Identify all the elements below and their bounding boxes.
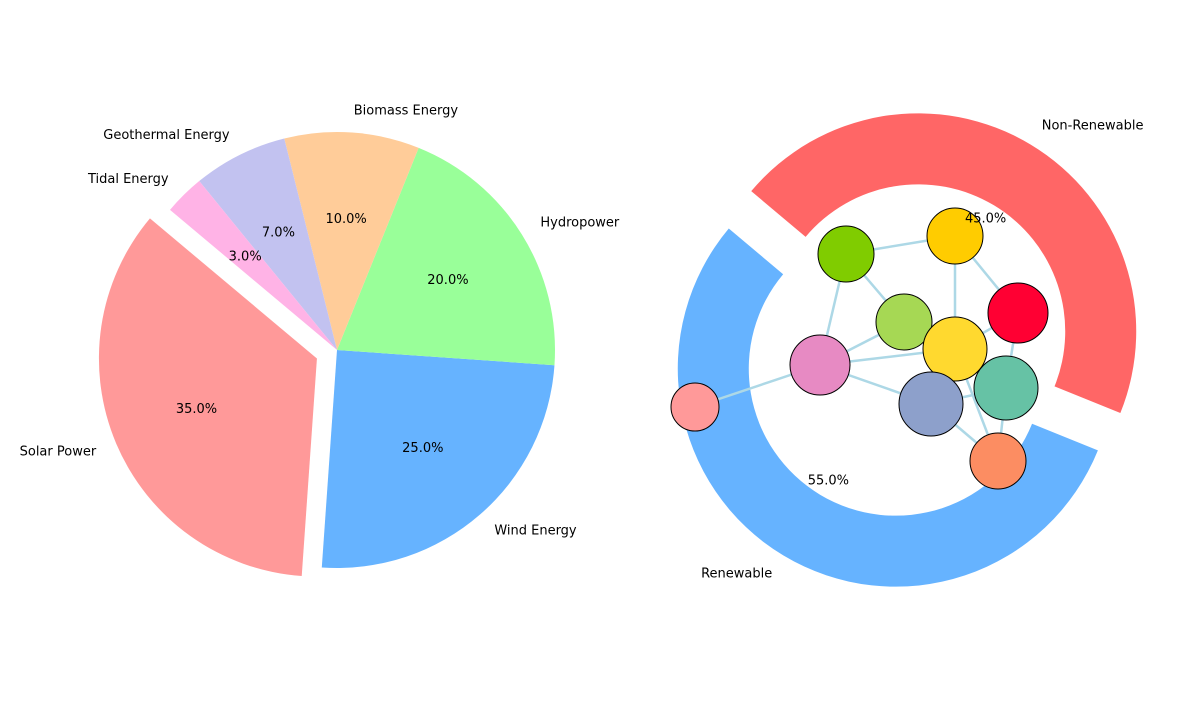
pct-label-biomass-energy: 10.0% xyxy=(325,212,366,227)
network-node-9 xyxy=(969,432,1027,490)
renewable-donut-labels: 55.0% Renewable 45.0% Non-Renewable xyxy=(701,118,1143,581)
pie-slice-wind-energy xyxy=(321,350,555,568)
category-label-wind-energy: Wind Energy xyxy=(494,523,577,538)
donut-slice-renewable xyxy=(677,228,1098,587)
pie-slice-hydropower xyxy=(337,147,555,366)
pct-label-geothermal-energy: 7.0% xyxy=(262,226,295,241)
pct-label-tidal-energy: 3.0% xyxy=(229,249,262,264)
category-label-non-renewable: Non-Renewable xyxy=(1042,118,1144,133)
network-node-7 xyxy=(973,355,1039,421)
pct-label-wind-energy: 25.0% xyxy=(402,441,443,456)
network-node-0 xyxy=(670,382,720,432)
network-node-4 xyxy=(926,207,984,265)
pct-label-hydropower: 20.0% xyxy=(427,273,468,288)
category-label-tidal-energy: Tidal Energy xyxy=(87,172,169,187)
renewable-donut xyxy=(677,113,1137,587)
donut-slice-non-renewable xyxy=(751,113,1137,413)
network-node-1 xyxy=(789,334,851,396)
category-label-geothermal-energy: Geothermal Energy xyxy=(103,128,230,143)
category-label-solar-power: Solar Power xyxy=(20,445,97,460)
category-label-hydropower: Hydropower xyxy=(540,215,620,230)
pie-slice-tidal-energy xyxy=(170,181,337,350)
pct-label-solar-power: 35.0% xyxy=(176,402,217,417)
pct-label-renewable: 55.0% xyxy=(808,473,849,488)
category-label-renewable: Renewable xyxy=(701,567,772,582)
network-node-2 xyxy=(817,225,875,283)
energy-sources-pie: 35.0% Solar Power 25.0% Wind Energy 20.0% Hyd… xyxy=(20,103,620,576)
network-node-8 xyxy=(898,371,964,437)
pie-slice-biomass-energy xyxy=(284,131,419,350)
network-node-3 xyxy=(875,293,933,351)
network-node-6 xyxy=(987,282,1049,344)
pct-label-non-renewable: 45.0% xyxy=(965,212,1006,227)
network-nodes xyxy=(670,207,1049,490)
category-label-biomass-energy: Biomass Energy xyxy=(354,103,459,118)
network-node-5 xyxy=(922,316,988,382)
pie-slice-solar-power xyxy=(98,218,317,576)
pie-slice-geothermal-energy xyxy=(199,138,337,350)
